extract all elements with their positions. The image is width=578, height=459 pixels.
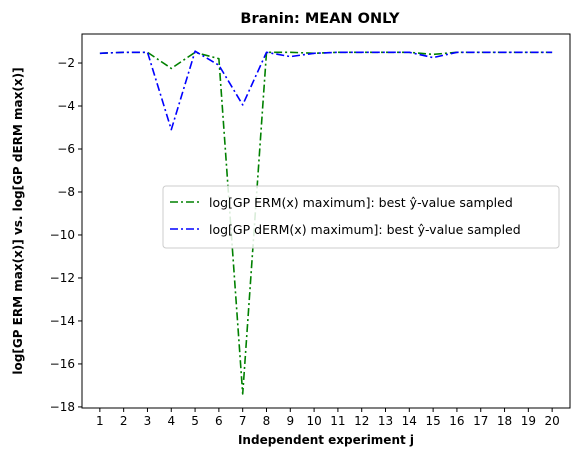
legend-box [162,185,560,249]
x-tick-label: 8 [263,414,271,428]
legend-label-erm: log[GP ERM(x) maximum]: best ŷ-value sam… [209,195,513,210]
x-tick-label: 11 [330,414,345,428]
x-axis: 1 2 3 4 5 6 7 8 9 10 11 12 13 14 15 16 17 18 19 20 [96,408,560,428]
plot-layer [99,50,553,395]
x-tick-label: 5 [191,414,199,428]
y-axis-label: log[GP ERM max(x)] vs. log[GP dERM max(x… [11,67,25,374]
x-tick-label: 20 [545,414,560,428]
x-tick-label: 6 [215,414,223,428]
x-tick-label: 15 [425,414,440,428]
x-tick-label: 19 [521,414,536,428]
x-tick-label: 2 [120,414,128,428]
x-tick-label: 16 [449,414,464,428]
y-tick-label: −4 [57,99,75,113]
x-tick-label: 12 [354,414,369,428]
plot-frame [81,33,571,409]
y-tick-label: −14 [50,314,75,328]
x-tick-label: 17 [473,414,488,428]
y-tick-label: −10 [50,228,75,242]
y-tick-label: −8 [57,185,75,199]
x-tick-label: 13 [378,414,393,428]
x-tick-label: 1 [96,414,104,428]
y-tick-label: −6 [57,142,75,156]
x-tick-label: 18 [497,414,512,428]
x-tick-label: 4 [167,414,175,428]
x-tick-label: 10 [306,414,321,428]
series-line-1 [99,50,553,131]
x-tick-label: 7 [239,414,247,428]
y-tick-label: −2 [57,56,75,70]
y-tick-label: −16 [50,357,75,371]
x-tick-label: 3 [144,414,152,428]
x-tick-label: 9 [286,414,294,428]
chart-title: Branin: MEAN ONLY [240,11,400,27]
y-tick-label: −12 [50,271,75,285]
y-axis: −2 −4 −6 −8 −10 −12 −14 −16 −18 [50,56,82,414]
x-axis-label: Independent experiment j [238,433,414,447]
y-tick-label: −18 [50,400,75,414]
legend: log[GP ERM(x) maximum]: best ŷ-value sam… [162,185,560,249]
x-tick-label: 14 [402,414,417,428]
legend-label-derm: log[GP dERM(x) maximum]: best ŷ-value sa… [209,222,521,237]
